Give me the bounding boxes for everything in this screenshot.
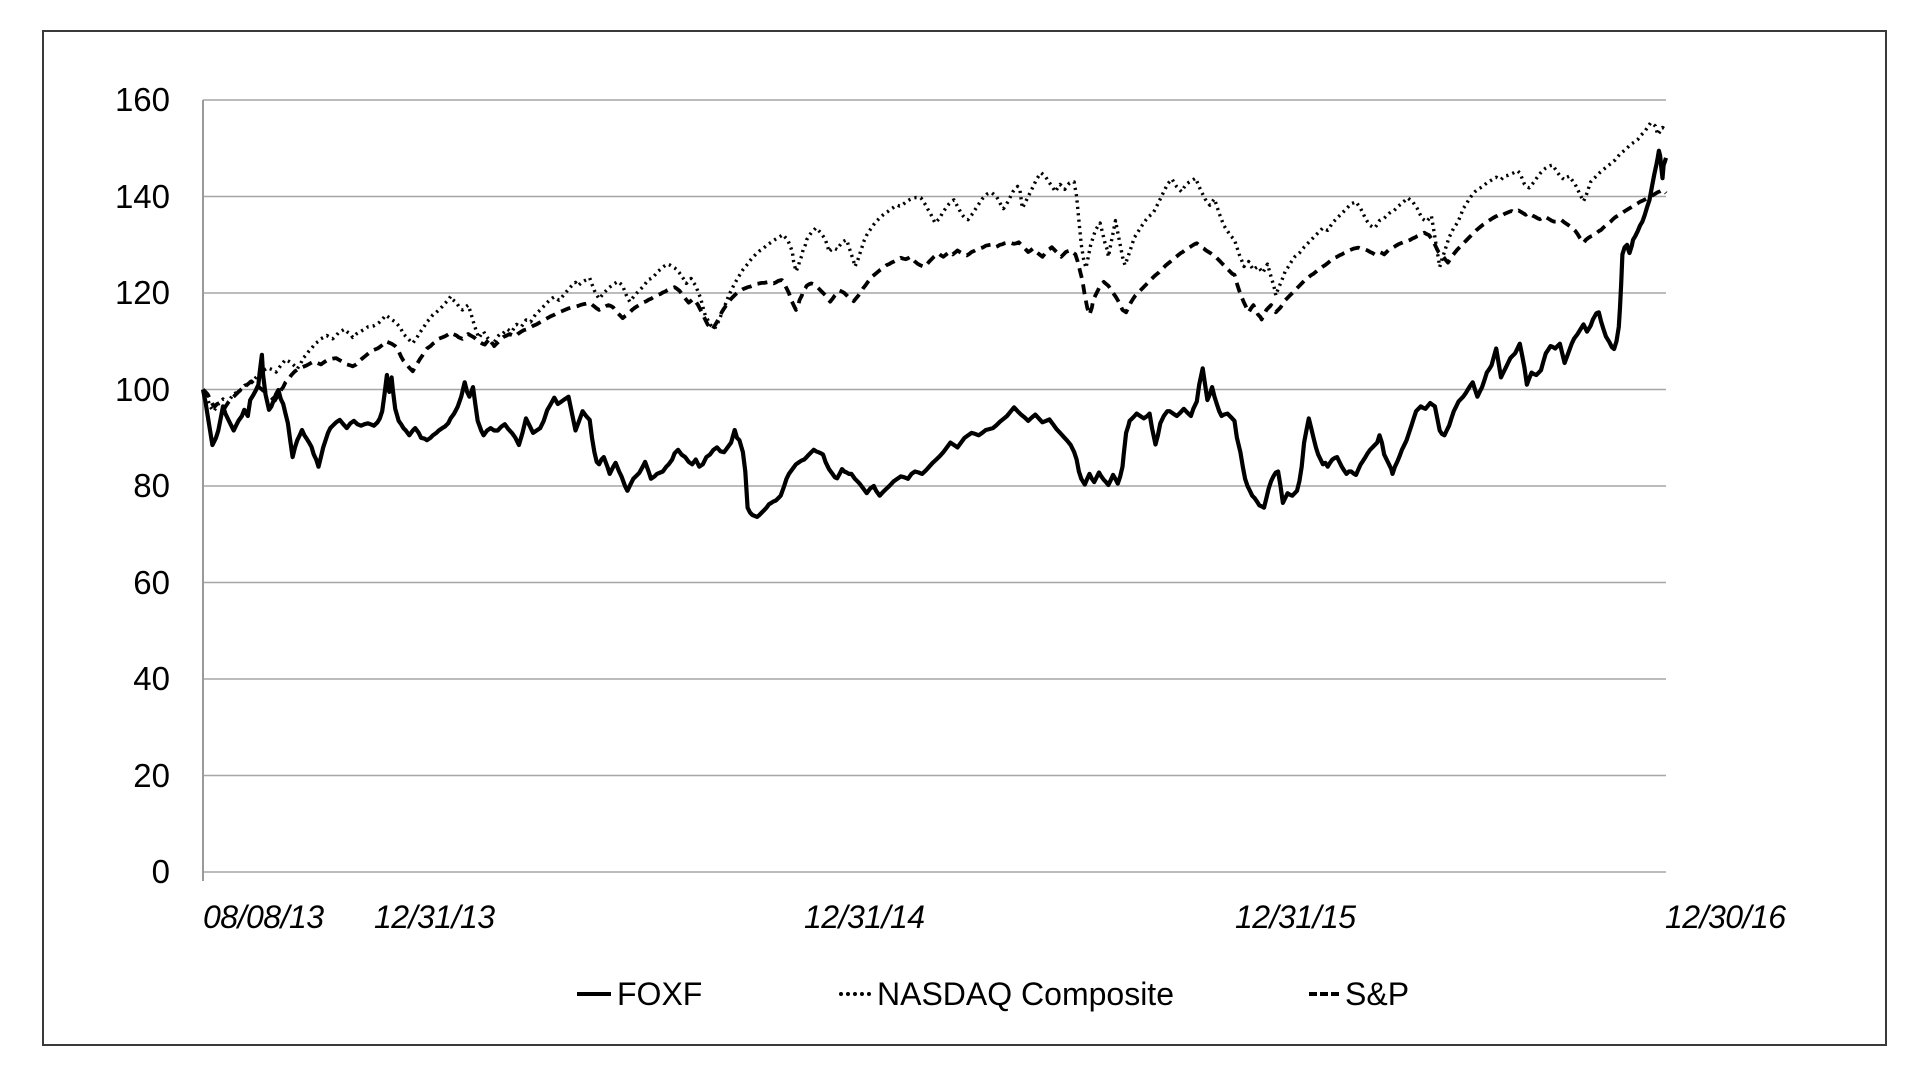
- legend-item-nasdaq-composite: NASDAQ Composite: [839, 974, 1174, 1014]
- x-axis-label: 12/31/14: [804, 899, 925, 935]
- y-axis-label: 120: [114, 274, 170, 311]
- y-axis-label: 40: [133, 660, 170, 697]
- legend-item-sp: S&P: [1309, 974, 1409, 1014]
- y-axis-label: 100: [114, 370, 170, 408]
- y-axis-label: 160: [114, 81, 170, 118]
- legend-item-foxf: FOXF: [577, 974, 702, 1014]
- dotted-line-sample-icon: [839, 992, 871, 996]
- x-axis-label: 12/31/13: [374, 899, 495, 935]
- chart-border: [42, 30, 1887, 1046]
- legend-label: NASDAQ Composite: [877, 975, 1174, 1012]
- y-axis-label: 20: [133, 756, 170, 794]
- y-axis-label: 0: [151, 853, 170, 890]
- y-axis-label: 80: [133, 467, 170, 504]
- s-p-line: [201, 187, 1668, 411]
- x-axis-label: 12/31/15: [1235, 899, 1356, 935]
- foxf-line: [200, 148, 1669, 520]
- y-axis-label: 140: [114, 177, 170, 215]
- legend-label: S&P: [1345, 975, 1410, 1012]
- y-axis-label: 60: [133, 563, 170, 601]
- x-axis-label: 08/08/13: [203, 899, 324, 935]
- solid-line-sample-icon: [577, 992, 611, 996]
- dashed-line-sample-icon: [1309, 992, 1339, 996]
- x-axis-label: 12/30/16: [1665, 899, 1786, 935]
- nasdaq-composite-line: [201, 120, 1668, 413]
- legend-label: FOXF: [617, 975, 703, 1012]
